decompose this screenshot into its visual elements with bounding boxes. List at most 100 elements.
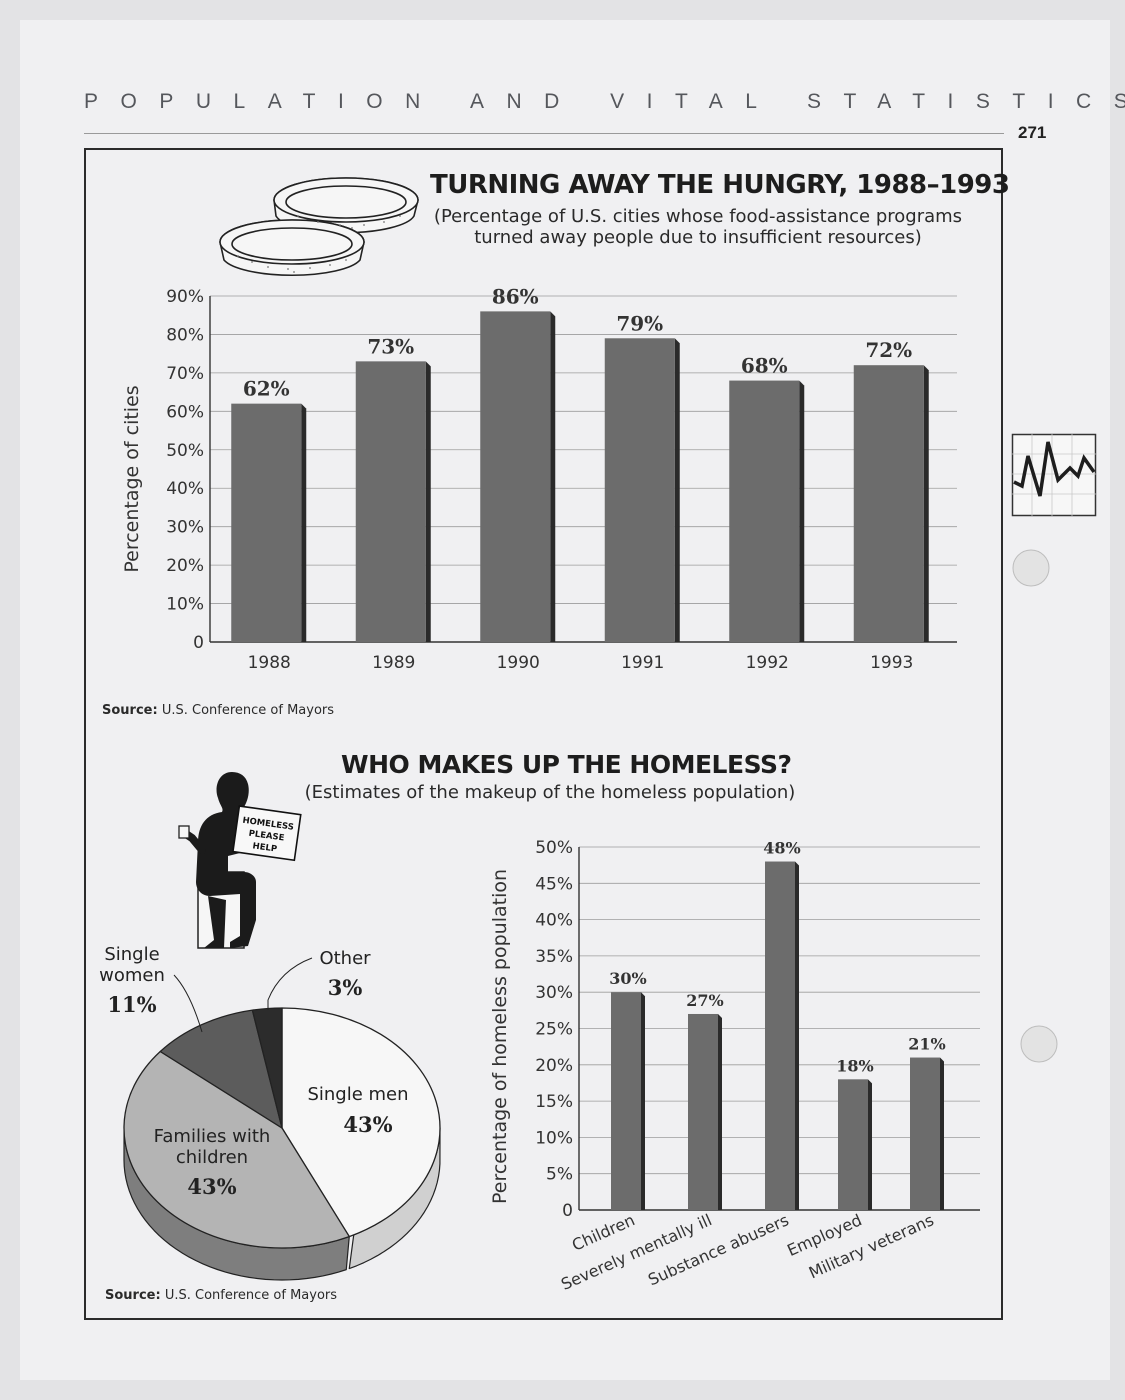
bar-side	[550, 311, 556, 642]
homeless-bar-chart: 05%10%15%20%25%30%35%40%45%50%30%Childre…	[489, 838, 980, 1294]
y-tick-label: 10%	[535, 1128, 573, 1148]
pie-slice-label: children	[176, 1147, 248, 1168]
leader-line	[173, 974, 203, 1033]
bar-value-label: 62%	[243, 377, 290, 401]
bar	[611, 992, 641, 1210]
bar	[765, 861, 795, 1210]
x-tick-label: Substance abusers	[645, 1210, 792, 1289]
bar-side	[301, 403, 307, 642]
y-tick-label: 35%	[535, 947, 573, 967]
y-tick-label: 20%	[535, 1056, 573, 1076]
bar-value-label: 72%	[865, 338, 912, 362]
cup	[178, 825, 190, 839]
bar-value-label: 73%	[367, 334, 414, 358]
chart2-source: Source: U.S. Conference of Mayors	[105, 1288, 337, 1303]
y-tick-label: 5%	[546, 1165, 573, 1185]
bar-value-label: 21%	[908, 1035, 945, 1054]
chart1-subtitle: (Percentage of U.S. cities whose food-as…	[418, 206, 978, 248]
chart1-subtitle-line: (Percentage of U.S. cities whose food-as…	[433, 206, 963, 227]
y-tick-label: 10%	[166, 595, 204, 615]
bar-side	[799, 380, 805, 642]
source-label: Source:	[102, 703, 158, 718]
pie-slice	[281, 1007, 441, 1238]
figure-frame	[84, 148, 1003, 1320]
bar-value-label: 18%	[836, 1056, 873, 1075]
pie-slice	[123, 1050, 350, 1249]
x-tick-label: 1991	[621, 653, 664, 673]
y-tick-label: 50%	[166, 441, 204, 461]
y-tick-label: 40%	[535, 911, 573, 931]
y-tick-label: 80%	[166, 325, 204, 345]
chart1-source: Source: U.S. Conference of Mayors	[102, 703, 334, 718]
y-tick-label: 0	[562, 1201, 573, 1221]
pie-slice-label: Families with	[154, 1126, 271, 1147]
y-tick-label: 0	[193, 633, 204, 653]
pie-slice	[251, 1007, 283, 1129]
bar-value-label: 27%	[686, 991, 723, 1010]
x-tick-label: 1990	[497, 653, 540, 673]
y-tick-label: 20%	[166, 556, 204, 576]
bar-side	[674, 338, 680, 642]
binder-hole	[1012, 549, 1050, 587]
bar-value-label: 30%	[609, 969, 646, 988]
y-tick-label: 50%	[535, 838, 573, 858]
x-tick-label: 1989	[372, 653, 415, 673]
source-text: U.S. Conference of Mayors	[164, 1288, 338, 1303]
y-tick-label: 90%	[166, 287, 204, 307]
source-text: U.S. Conference of Mayors	[161, 703, 335, 718]
bar-side	[795, 861, 799, 1210]
chart1-subtitle-line: turned away people due to insufficient r…	[474, 227, 922, 248]
pie-slice-label: Single men	[307, 1084, 408, 1105]
man-leg	[204, 896, 226, 948]
bar-side	[641, 992, 645, 1210]
bar	[838, 1079, 868, 1210]
source-label: Source:	[105, 1288, 161, 1303]
sign-board	[232, 805, 302, 862]
binder-hole	[1020, 1025, 1058, 1063]
page-number: 271	[1018, 123, 1047, 142]
pie-slice-label: Other	[319, 948, 371, 969]
bar-side	[718, 1013, 722, 1210]
running-head: POPULATION AND VITAL STATISTICS	[84, 90, 1125, 113]
y-tick-label: 30%	[166, 518, 204, 538]
pie-slice-label: Single	[104, 944, 159, 965]
y-tick-label: 30%	[535, 983, 573, 1003]
bar-value-label: 48%	[763, 839, 800, 858]
pie-tins-illustration	[219, 177, 419, 277]
pie-slice-value: 43%	[343, 1112, 392, 1137]
bar-value-label: 79%	[616, 311, 663, 335]
y-tick-label: 70%	[166, 364, 204, 384]
x-tick-label: 1993	[870, 653, 913, 673]
chart2-subtitle: (Estimates of the makeup of the homeless…	[304, 782, 796, 803]
bar-side	[923, 365, 929, 642]
y-tick-label: 40%	[166, 479, 204, 499]
x-tick-label: 1988	[248, 653, 291, 673]
bar	[480, 311, 551, 642]
heartbeat-chart-icon	[1011, 433, 1097, 517]
bar	[355, 361, 426, 642]
bar	[910, 1057, 940, 1210]
y-tick-label: 15%	[535, 1092, 573, 1112]
pie-slice-label: women	[99, 965, 165, 986]
y-axis-label: Percentage of cities	[121, 385, 143, 572]
y-tick-label: 25%	[535, 1020, 573, 1040]
chart2-title: WHO MAKES UP THE HOMELESS?	[341, 750, 792, 779]
chart1-title: TURNING AWAY THE HUNGRY, 1988–1993	[430, 170, 1010, 200]
leader-line	[267, 957, 313, 1010]
pie-slice-value: 43%	[187, 1174, 236, 1199]
bar-value-label: 86%	[492, 284, 539, 308]
bar	[853, 365, 924, 642]
x-tick-label: Military veterans	[806, 1210, 937, 1282]
bar	[729, 380, 800, 642]
x-tick-label: 1992	[746, 653, 789, 673]
pie-slice	[159, 1009, 283, 1129]
y-tick-label: 45%	[535, 874, 573, 894]
bar-side	[425, 361, 431, 642]
y-axis-label: Percentage of homeless population	[489, 869, 511, 1204]
sign-text: PLEASE	[248, 829, 285, 844]
sign-text: HELP	[252, 841, 278, 854]
header-rule	[84, 133, 1004, 134]
